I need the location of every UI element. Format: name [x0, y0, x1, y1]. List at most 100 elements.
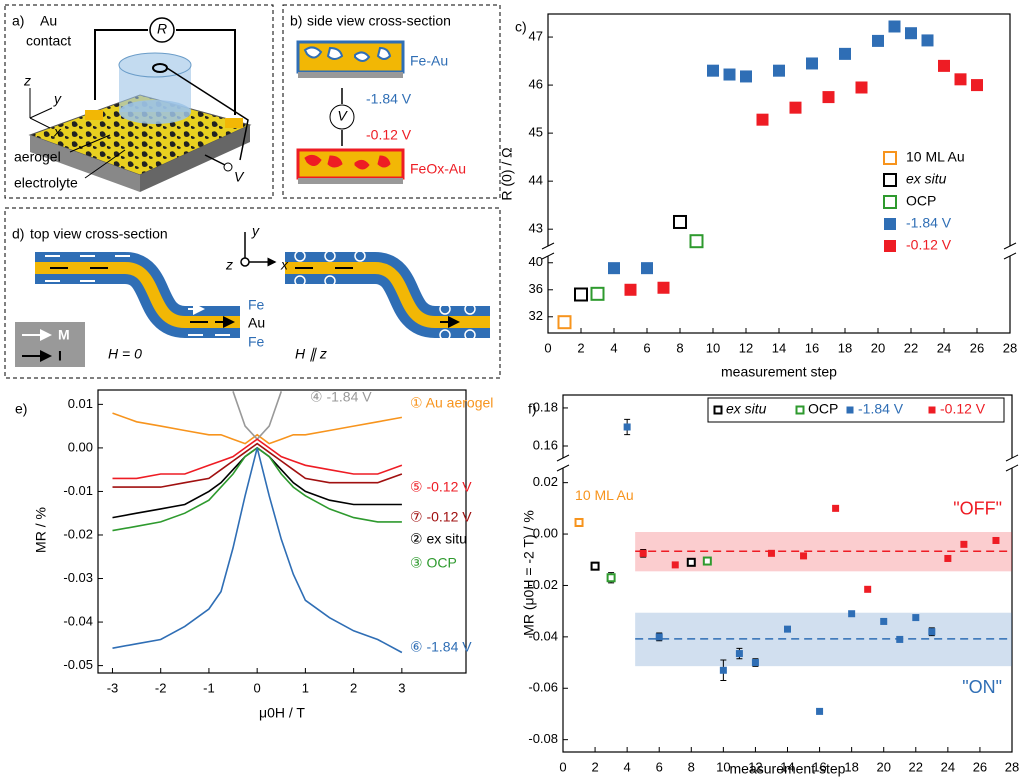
x-tick-label: 22 [904, 340, 918, 355]
marker [608, 262, 620, 275]
marker [954, 73, 967, 86]
plot-frame [97, 389, 467, 674]
band-label: "ON" [962, 677, 1002, 697]
y-tick-label: 46 [529, 77, 543, 92]
series-label: ① Au aerogel [410, 395, 493, 411]
panel-label: d) [12, 226, 24, 242]
annotation: 10 ML Au [575, 487, 634, 503]
y-axis-label: R (0) / Ω [499, 147, 515, 200]
marker [606, 573, 616, 583]
x-tick-label: 14 [772, 340, 786, 355]
x-tick-label: 20 [871, 340, 885, 355]
x-tick-label: 2 [350, 680, 357, 695]
series-line [232, 391, 283, 441]
marker [639, 549, 647, 557]
x-tick-label: 0 [559, 759, 566, 774]
x-tick-label: 28 [1005, 759, 1019, 774]
marker [719, 666, 727, 674]
axis-glyph-label: y [251, 223, 260, 239]
axis-glyph-label: z [23, 73, 31, 89]
marker [884, 218, 896, 230]
marker [938, 59, 950, 72]
panel-label: f) [528, 401, 537, 417]
label: Fe [248, 334, 265, 350]
marker [623, 423, 631, 431]
legend-label: -0.12 V [906, 237, 952, 253]
marker [702, 556, 712, 566]
substrate [298, 178, 403, 184]
y-tick-label: -0.05 [63, 657, 93, 672]
series-label: ④ -1.84 V [310, 389, 372, 405]
wire-core [285, 262, 490, 328]
axis-break [545, 246, 551, 256]
y-tick-label: 47 [529, 28, 543, 43]
x-tick-label: 20 [876, 759, 890, 774]
axis-break [560, 458, 566, 468]
y-tick-label: 32 [529, 308, 543, 323]
marker [864, 585, 872, 593]
marker [855, 81, 868, 94]
axis-glyph-label: x [53, 124, 62, 140]
panel-b: b) side view cross-section Fe-Au -1.84 V… [282, 4, 501, 199]
axis-break [1005, 454, 1019, 472]
x-tick-label: 24 [941, 759, 955, 774]
series-label: ⑤ -0.12 V [410, 479, 472, 495]
y-tick-label: 45 [529, 125, 543, 140]
wire [94, 29, 236, 115]
label: FeOx-Au [410, 161, 466, 177]
x-tick-label: -2 [155, 680, 167, 695]
marker [767, 549, 775, 557]
x-tick-label: 2 [591, 759, 598, 774]
marker [839, 47, 851, 60]
x-axis-label: measurement step [721, 364, 837, 380]
label: aerogel [14, 149, 61, 165]
series-line [112, 412, 403, 445]
marker [816, 707, 824, 715]
y-tick-label: -0.04 [528, 628, 558, 643]
panel-a: a) Au contact R z y x aerogel electrolyt… [4, 4, 274, 199]
y-tick-label: -0.08 [528, 731, 558, 746]
label: Au [248, 315, 265, 331]
x-tick-label: 14 [780, 759, 794, 774]
marker [883, 151, 897, 165]
marker [884, 240, 896, 252]
marker [590, 286, 605, 301]
contact-pad [85, 110, 103, 120]
key-label: I [58, 348, 62, 364]
marker [574, 287, 588, 302]
legend-frame [707, 397, 1005, 423]
marker [590, 561, 600, 571]
wire-core [35, 262, 240, 328]
x-tick-label: 10 [706, 340, 720, 355]
y-tick-label: 0.00 [533, 525, 558, 540]
marker [921, 34, 934, 47]
marker [707, 64, 719, 77]
x-tick-label: 1 [302, 680, 309, 695]
terminal [223, 162, 233, 172]
y-tick-label: 0.16 [533, 437, 558, 452]
x-axis-label: μ0H / T [259, 705, 305, 721]
y-axis-label: MR / % [33, 507, 49, 553]
y-tick-label: 0.01 [68, 396, 93, 411]
x-tick-label: 0 [544, 340, 551, 355]
marker [740, 70, 752, 83]
x-tick-label: 4 [610, 340, 617, 355]
plot-frame [562, 394, 1013, 753]
marker [928, 406, 936, 414]
marker [686, 557, 696, 567]
label: H ∥ z [295, 346, 327, 362]
panel-frame [4, 4, 274, 199]
x-tick-label: 6 [656, 759, 663, 774]
y-tick-label: -0.04 [63, 613, 93, 628]
panel-d: d) top view cross-section y z x Fe Au Fe… [4, 207, 501, 379]
marker [848, 610, 856, 618]
y-tick-label: -0.01 [63, 483, 93, 498]
marker [806, 57, 818, 70]
marker [795, 405, 805, 415]
x-tick-label: 12 [739, 340, 753, 355]
marker [800, 552, 808, 560]
axis-break [556, 454, 570, 472]
marker [883, 195, 897, 209]
marker [883, 173, 897, 187]
